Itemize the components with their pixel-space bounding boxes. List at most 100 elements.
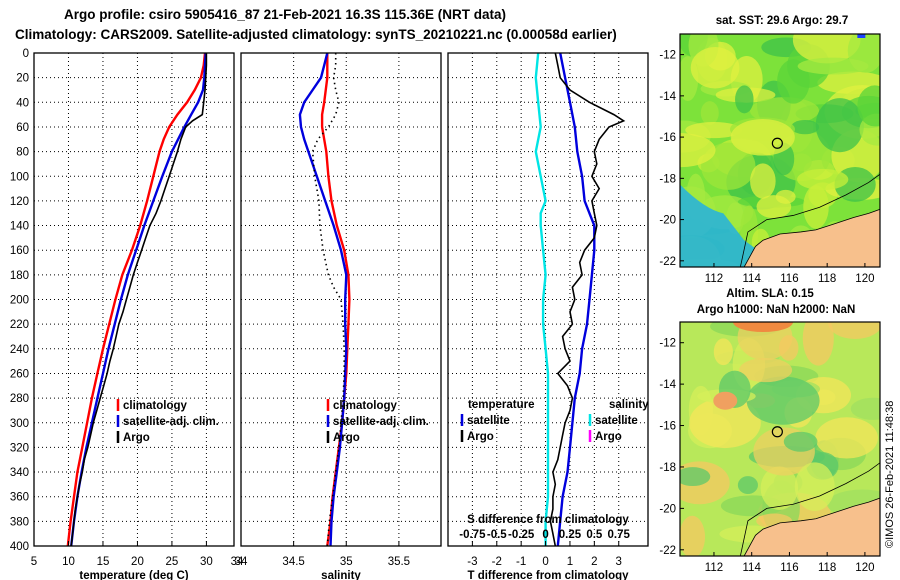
- map-field-patch: [777, 59, 810, 104]
- y-tick-label: 180: [10, 270, 29, 282]
- legend-label: climatology: [123, 400, 188, 412]
- map-field-patch: [847, 34, 880, 73]
- map-field-patch: [690, 46, 740, 89]
- map-field-patch: [680, 467, 711, 487]
- map-field-patch: [680, 132, 716, 168]
- legend-title-temperature: temperature: [468, 399, 534, 411]
- y-tick-label: 60: [16, 122, 29, 134]
- map-y-tick-label: -14: [659, 379, 676, 391]
- map-warm-patch: [713, 391, 738, 410]
- land-mass: [743, 497, 880, 556]
- legend-label: satellite: [467, 415, 510, 427]
- x-tick-label: 20: [131, 556, 144, 568]
- s-tick-label: -0.25: [508, 529, 535, 541]
- map-field-patch: [730, 118, 795, 156]
- map-x-tick-label: 112: [705, 273, 723, 285]
- s-tick-label: 0: [542, 529, 548, 541]
- map-field-patch: [794, 462, 835, 512]
- map-field-patch: [746, 376, 820, 425]
- x-tick-label: 34: [235, 556, 248, 568]
- map-y-tick-label: -12: [659, 338, 676, 350]
- x-tick-label: 3: [616, 556, 622, 568]
- map-x-tick-label: 118: [818, 273, 836, 285]
- map-field-patch: [700, 101, 719, 125]
- argo-position-marker: [771, 426, 783, 438]
- map-y-tick-label: -20: [659, 503, 676, 515]
- y-tick-label: 320: [10, 442, 29, 454]
- y-tick-label: 200: [10, 295, 29, 307]
- y-tick-label: 20: [16, 73, 29, 85]
- map-y-tick-label: -18: [659, 462, 676, 474]
- map-x-tick-label: 114: [743, 562, 762, 574]
- map-y-tick-label: -16: [659, 421, 676, 433]
- figure-title-line1: Argo profile: csiro 5905416_87 21-Feb-20…: [64, 7, 506, 22]
- map-field-patch: [749, 97, 819, 125]
- y-tick-label: 0: [23, 48, 29, 60]
- y-tick-label: 360: [10, 492, 29, 504]
- legend-label: satellite-adj. clim.: [333, 416, 429, 428]
- map-field-patch: [685, 121, 743, 139]
- legend-label: climatology: [333, 400, 398, 412]
- map-y-tick-label: -16: [659, 132, 676, 144]
- map-x-tick-label: 114: [743, 273, 762, 285]
- salinity-profile: 34 34.5 35 35.5 salinity climatology satellite…: [235, 52, 442, 580]
- axes-frame: [447, 52, 649, 547]
- sla-map-subtitle: Argo h1000: NaN h2000: NaN: [697, 304, 856, 316]
- map-field-patch: [775, 189, 796, 204]
- x-tick-label: 34.5: [282, 556, 304, 568]
- map-field-patch: [815, 98, 864, 153]
- map-field-patch: [737, 322, 793, 361]
- difference-profile: -3 -2 -1 0 1 2 3 T difference from climatology t…: [447, 52, 649, 580]
- x-tick-label: 25: [166, 556, 179, 568]
- y-tick-label: 120: [10, 196, 29, 208]
- legend-label: satellite: [595, 415, 638, 427]
- s-axis-label: S difference from climatology: [467, 514, 629, 526]
- map-x-tick-label: 120: [855, 273, 874, 285]
- x-tick-label: 10: [62, 556, 75, 568]
- y-tick-label: 240: [10, 344, 29, 356]
- map-cool-patch: [680, 184, 790, 267]
- land-mass: [743, 208, 880, 267]
- map-field-patch: [857, 85, 880, 127]
- map-field-patch: [701, 142, 756, 190]
- bathymetry-contour: [739, 462, 880, 556]
- argo-position-marker: [771, 137, 783, 149]
- x-tick-label: 5: [31, 556, 37, 568]
- map-field-patch: [760, 466, 799, 510]
- y-tick-label: 340: [10, 467, 29, 479]
- x-axis-label: temperature (deg C): [79, 570, 188, 580]
- map-field-patch: [713, 338, 733, 366]
- map-field-patch: [850, 397, 880, 420]
- figure-title-line2: Climatology: CARS2009. Satellite-adjuste…: [15, 27, 617, 42]
- map-warm-patch: [733, 322, 794, 332]
- x-tick-label: 35.5: [388, 556, 410, 568]
- legend-label: Argo: [467, 431, 494, 443]
- y-tick-label: 300: [10, 418, 29, 430]
- y-tick-label: 80: [16, 147, 29, 159]
- map-cold-pixel: [857, 34, 866, 38]
- s-tick-label: 0.75: [608, 529, 631, 541]
- map-y-tick-label: -14: [659, 91, 676, 103]
- sst-map-title: sat. SST: 29.6 Argo: 29.7: [716, 15, 849, 27]
- x-axis-label: salinity: [321, 570, 361, 580]
- map-field-patch: [792, 34, 861, 64]
- y-tick-label: 400: [10, 541, 29, 553]
- series-line-satellite-adj-clim-: [298, 52, 348, 547]
- map-field-patch: [735, 85, 754, 114]
- map-field-patch: [689, 397, 761, 449]
- x-tick-label: 34: [231, 556, 244, 568]
- x-tick-label: 0: [542, 556, 548, 568]
- sla-map: 112 114 116 118 120 -12 -14 -16 -18 -20 -22: [659, 321, 881, 574]
- axes-frame: [33, 52, 235, 547]
- series-line-t-satellite: [556, 52, 596, 547]
- y-tick-label: 280: [10, 393, 29, 405]
- map-field-patch: [737, 476, 758, 495]
- temperature-profile: 5 10 15 20 25 30 34 temperature (deg C) 0 20 40 60 8…: [10, 48, 244, 580]
- sst-map: 112 114 116 118 120 -12 -14 -16 -18 -20 -22: [659, 33, 881, 285]
- y-tick-label: 260: [10, 368, 29, 380]
- s-tick-label: -0.5: [487, 529, 507, 541]
- map-field-patch: [802, 322, 834, 366]
- x-tick-label: 2: [591, 556, 597, 568]
- map-x-tick-label: 118: [818, 562, 836, 574]
